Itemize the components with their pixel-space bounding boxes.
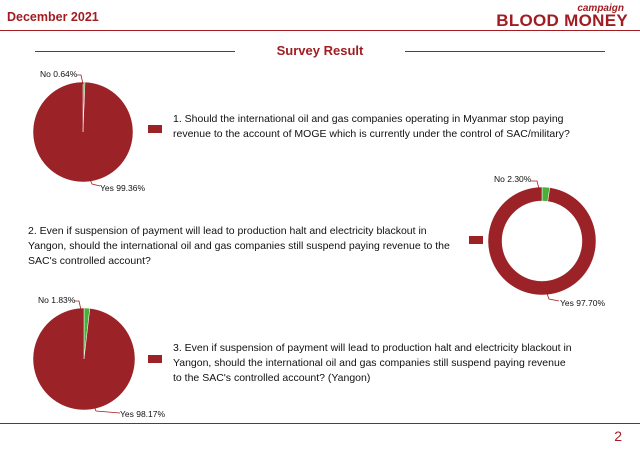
question-1: 1. Should the international oil and gas …: [173, 113, 570, 140]
pie-q2-yes-label: Yes 97.70%: [560, 298, 606, 308]
legend-marker-q3: [148, 355, 162, 363]
legend-marker-q1: [148, 125, 162, 133]
pie-q3-yes-leader: [92, 402, 121, 414]
pie-slice-yes: [32, 307, 136, 411]
title-rule-right: [405, 51, 605, 52]
pie-q1-no-label: No 0.64%: [40, 69, 78, 79]
title-rule-left: [35, 51, 235, 52]
pie-chart-q3: [32, 307, 136, 411]
pie-slice-yes: [32, 81, 134, 183]
footer-divider: [0, 423, 640, 424]
pie-chart-q1: [32, 81, 134, 183]
legend-marker-q2: [469, 236, 483, 244]
brand-tagline: campaign: [577, 3, 624, 14]
header-divider: [0, 30, 640, 31]
pie-q3-yes-label: Yes 98.17%: [120, 409, 166, 419]
pie-slice-yes: [487, 186, 597, 296]
pie-q3-no-leader: [74, 300, 82, 311]
pie-q1-yes-label: Yes 99.36%: [100, 183, 146, 193]
donut-chart-q2: [487, 186, 597, 296]
pie-q3-no-label: No 1.83%: [38, 295, 76, 305]
pie-q2-no-label: No 2.30%: [494, 174, 532, 184]
pie-q2-no-leader: [531, 180, 540, 190]
page-title: Survey Result: [276, 43, 364, 58]
pie-q1-no-leader: [77, 74, 84, 85]
question-3: 3. Even if suspension of payment will le…: [173, 342, 572, 384]
brand-logo: BLOOD MONEY: [496, 11, 628, 30]
page-number: 2: [614, 428, 622, 444]
pie-q2-yes-leader: [545, 290, 560, 302]
question-2: 2. Even if suspension of payment will le…: [28, 225, 450, 267]
report-date: December 2021: [7, 10, 99, 24]
pie-q1-yes-leader: [88, 176, 101, 187]
